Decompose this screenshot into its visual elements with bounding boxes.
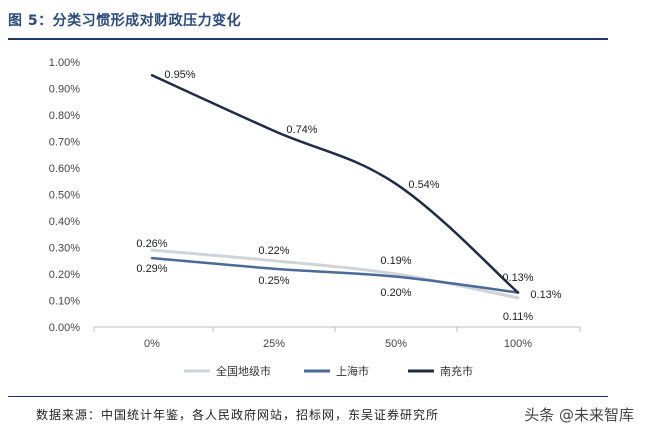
figure-title: 图 5：分类习惯形成对财政压力变化 xyxy=(8,13,242,29)
y-tick-label: 0.20% xyxy=(49,269,80,281)
series-line-2 xyxy=(150,256,520,294)
data-label: 0.54% xyxy=(408,179,439,191)
legend: 全国地级市 上海市 南充市 xyxy=(184,364,473,378)
data-label: 0.20% xyxy=(380,287,411,299)
legend-label: 南充市 xyxy=(440,364,473,378)
line-chart: 0.00% 0.10% 0.20% 0.30% 0.40% 0.50% 0.60% 0.70%… xyxy=(49,57,581,378)
data-label: 0.26% xyxy=(136,238,167,250)
data-label: 0.74% xyxy=(286,124,317,136)
data-label: 0.22% xyxy=(258,245,289,257)
data-labels: 0.26% 0.22% 0.19% 0.13% 0.29% 0.25% 0.20% 0.11%… xyxy=(136,69,561,323)
y-tick-label: 1.00% xyxy=(49,57,80,69)
bottom-rule xyxy=(8,396,608,397)
x-tick-label: 100% xyxy=(504,338,532,350)
data-label: 0.19% xyxy=(380,255,411,267)
data-label: 0.25% xyxy=(258,275,289,287)
series-line-1 xyxy=(150,248,520,300)
data-label: 0.13% xyxy=(502,272,533,284)
y-tick-label: 0.80% xyxy=(49,110,80,122)
legend-label: 上海市 xyxy=(336,364,369,378)
x-tick-label: 25% xyxy=(263,338,285,350)
y-tick-label: 0.10% xyxy=(49,296,80,308)
data-label: 0.11% xyxy=(503,311,534,323)
x-tick-label: 50% xyxy=(385,338,407,350)
data-label: 0.29% xyxy=(136,263,167,275)
x-tick-label: 0% xyxy=(144,338,160,350)
y-tick-label: 0.00% xyxy=(49,322,80,334)
source-note: 数据来源：中国统计年鉴，各人民政府网站，招标网，东吴证券研究所 xyxy=(36,408,440,422)
y-tick-label: 0.50% xyxy=(49,190,80,202)
y-tick-label: 0.40% xyxy=(49,216,80,228)
legend-label: 全国地级市 xyxy=(216,364,271,378)
x-axis-ticks: 0% 25% 50% 100% xyxy=(144,338,532,350)
title-rule xyxy=(8,38,608,40)
data-label: 0.13% xyxy=(530,289,561,301)
data-label: 0.95% xyxy=(164,69,195,81)
series-line-3 xyxy=(150,74,520,294)
y-tick-label: 0.30% xyxy=(49,243,80,255)
watermark: 头条 @未来智库 xyxy=(524,406,634,424)
y-tick-label: 0.70% xyxy=(49,137,80,149)
x-axis-tickmarks xyxy=(93,327,581,332)
series-lines xyxy=(150,74,520,300)
y-axis-ticks: 0.00% 0.10% 0.20% 0.30% 0.40% 0.50% 0.60% 0.70%… xyxy=(49,57,80,334)
y-tick-label: 0.90% xyxy=(49,84,80,96)
y-tick-label: 0.60% xyxy=(49,163,80,175)
